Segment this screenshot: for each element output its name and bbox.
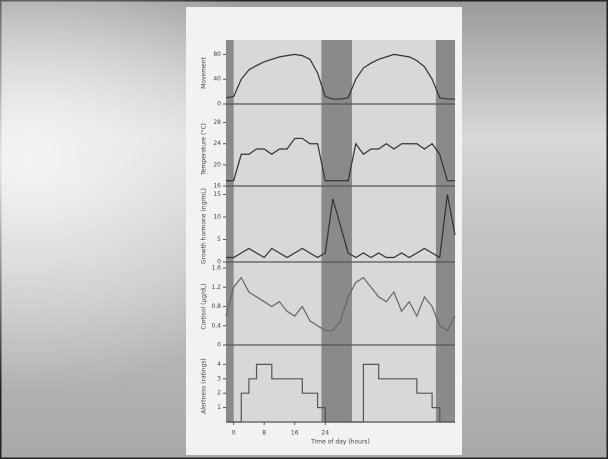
y-axis-label: Cortisol (µg/dL) <box>201 283 208 329</box>
y-tick-label: 10 <box>213 214 221 221</box>
y-tick-label: 0 <box>217 259 221 266</box>
y-tick-label: 20 <box>213 161 221 168</box>
y-tick-label: 1.2 <box>211 284 221 291</box>
x-tick-label: 16 <box>291 430 299 437</box>
y-tick-label: 24 <box>213 140 221 147</box>
night-band <box>226 40 234 422</box>
y-axis-label: Growth hormone (ng/mL) <box>201 188 208 264</box>
y-tick-label: 80 <box>213 51 221 58</box>
series-line <box>226 363 455 423</box>
x-tick-label: 24 <box>321 430 329 437</box>
x-axis-label: Time of day (hours) <box>310 439 370 446</box>
y-axis-label: Alertness (ratings) <box>201 358 208 414</box>
y-tick-label: 5 <box>217 236 221 243</box>
y-tick-label: 0.4 <box>211 322 221 329</box>
y-tick-label: 0 <box>217 101 221 108</box>
y-tick-label: 1 <box>217 404 221 411</box>
y-tick-label: 0 <box>217 342 221 349</box>
x-tick-label: 8 <box>262 430 266 437</box>
y-tick-label: 28 <box>213 119 221 126</box>
night-band <box>435 40 455 422</box>
y-axis-label: Movement <box>201 56 208 88</box>
y-tick-label: 40 <box>213 76 221 83</box>
series-line <box>225 276 456 332</box>
y-tick-label: 1.6 <box>211 265 221 272</box>
y-tick-label: 15 <box>213 191 221 198</box>
y-tick-label: 16 <box>213 183 221 190</box>
y-tick-label: 0.8 <box>211 303 221 310</box>
series-line <box>225 53 455 100</box>
y-tick-label: 3 <box>217 375 221 382</box>
y-tick-label: 2 <box>217 390 221 397</box>
y-tick-label: 4 <box>217 361 221 368</box>
y-axis-label: Temperature (°C) <box>201 123 208 176</box>
series-line <box>226 137 455 182</box>
series-line <box>226 194 456 259</box>
x-tick-label: 0 <box>232 430 236 437</box>
